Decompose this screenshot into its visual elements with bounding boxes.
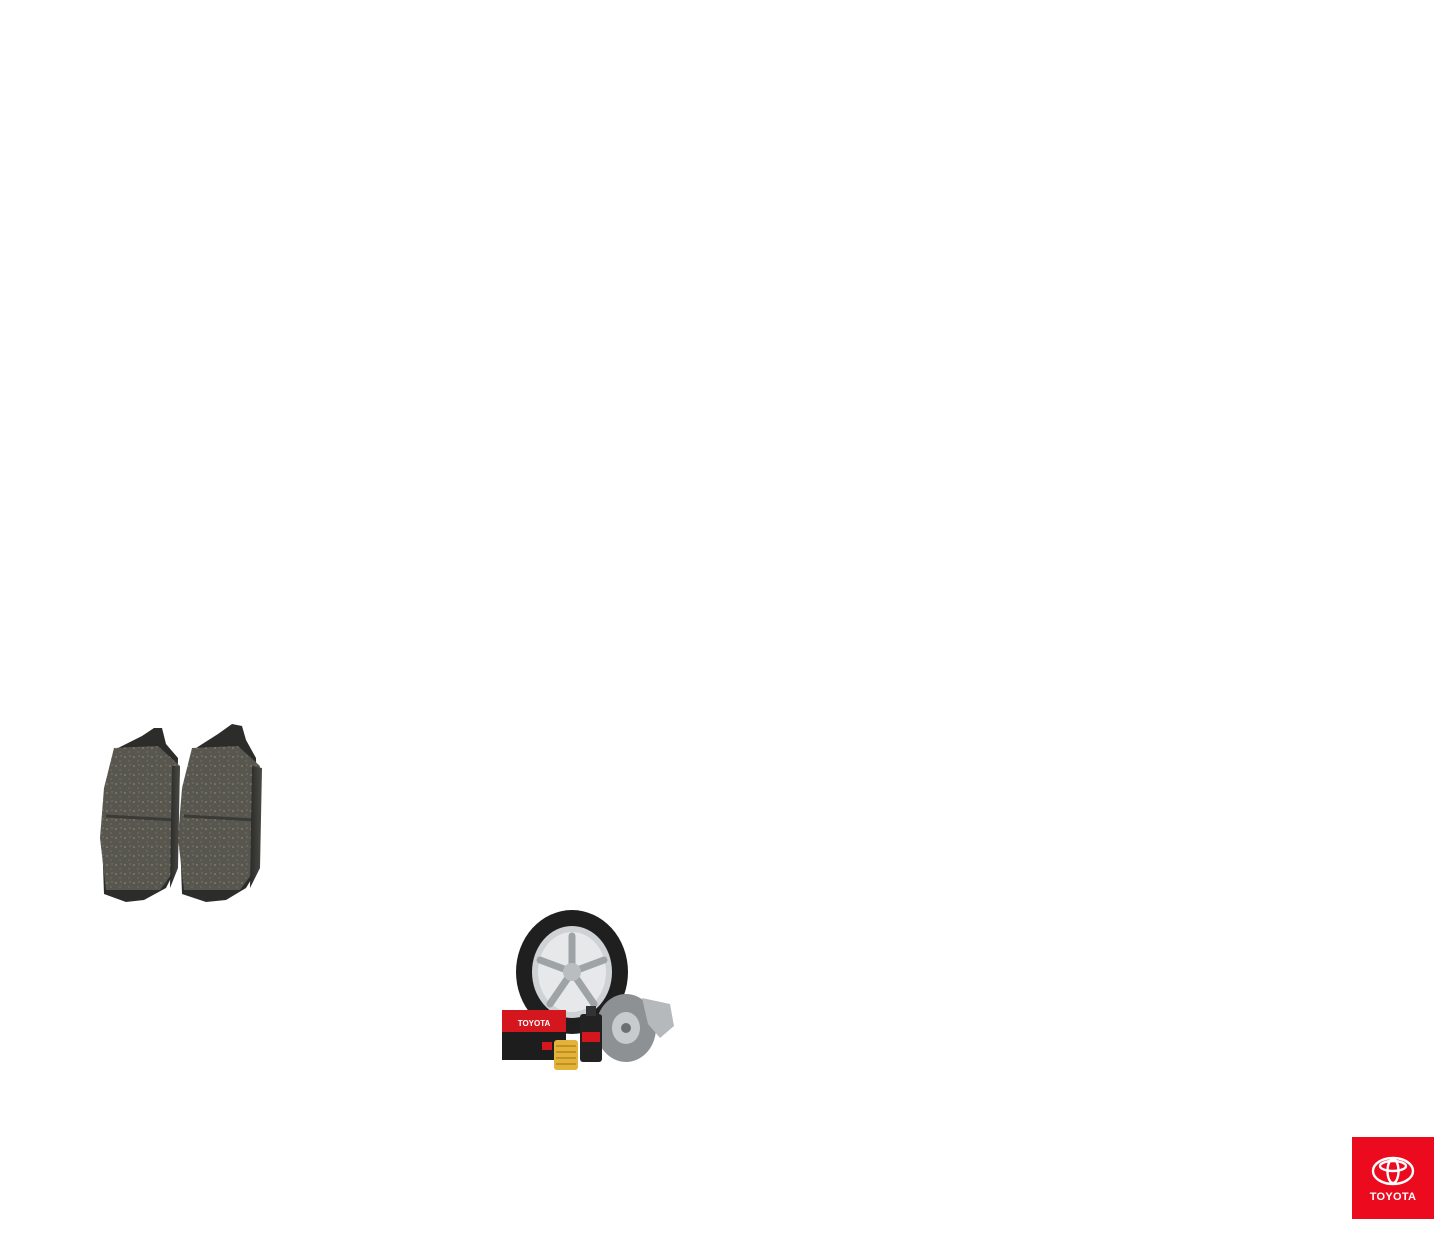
- toyota-wordmark: TOYOTA: [1369, 1190, 1417, 1203]
- battery-label: TOYOTA: [518, 1019, 551, 1028]
- parts-bundle-image: TOYOTA: [502, 910, 674, 1070]
- toyota-emblem-icon: [1371, 1156, 1415, 1185]
- toyota-logo: TOYOTA: [1352, 1137, 1434, 1219]
- brake-pads-image: [100, 724, 262, 902]
